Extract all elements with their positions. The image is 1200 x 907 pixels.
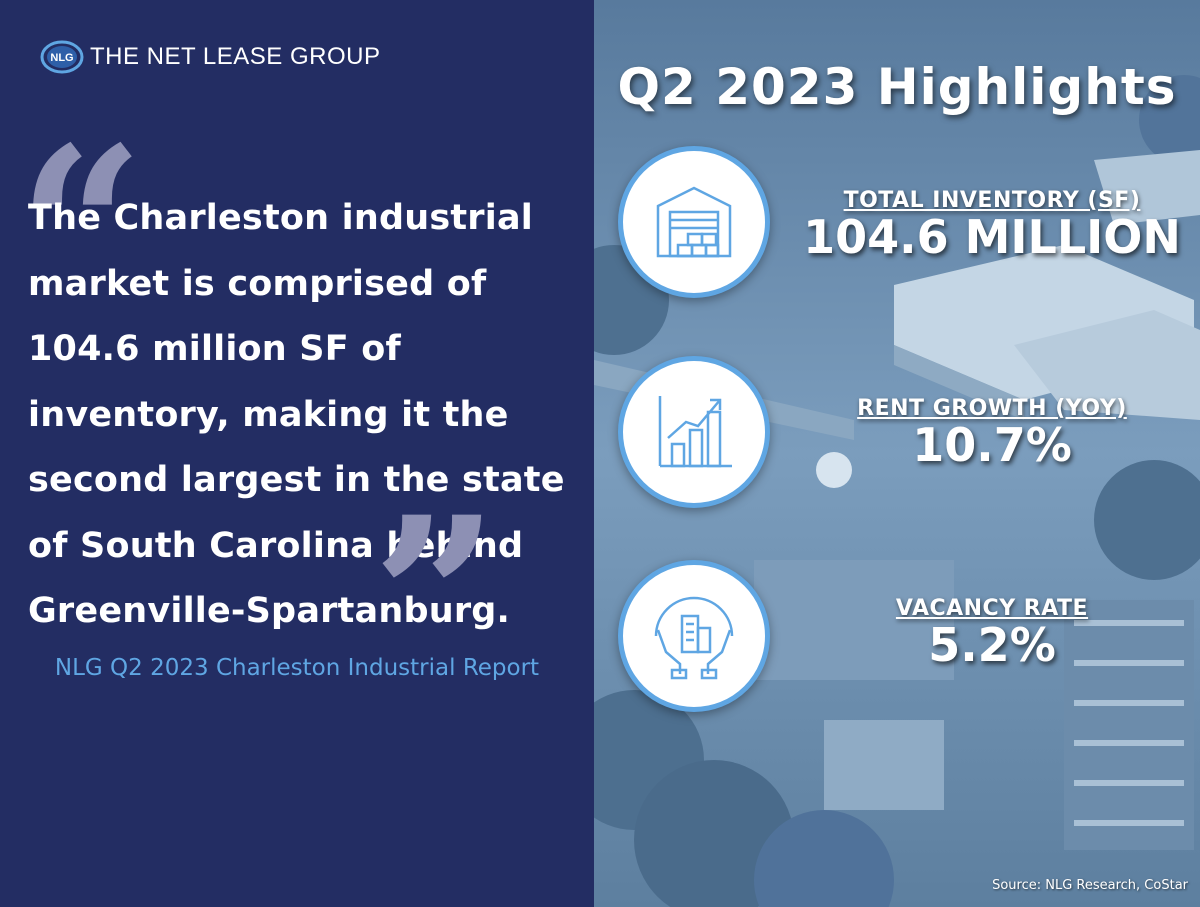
hands-building-icon [654,596,734,680]
quote-panel: NLG THE NET LEASE GROUP “ The Charleston… [0,0,594,907]
stat-value: 104.6 MILLION [803,210,1181,264]
brand-name: THE NET LEASE GROUP [90,43,381,70]
stat-label: VACANCY RATE [895,596,1089,621]
quote-source: NLG Q2 2023 Charleston Industrial Report [54,655,540,681]
rent-growth-icon-circle [618,356,770,508]
highlights-panel: Q2 2023 Highlights TOTAL INVENTORY (SF) … [594,0,1200,907]
stat-value: 10.7% [912,418,1072,472]
stat-label: TOTAL INVENTORY (SF) [843,188,1141,213]
aerial-photo-background [594,0,1200,907]
warehouse-icon [656,186,732,258]
logo-mark-text: NLG [50,52,73,64]
open-quote-mark: “ [18,98,145,357]
stat-rent-growth: RENT GROWTH (YOY) 10.7% [794,396,1190,469]
stat-vacancy-rate: VACANCY RATE 5.2% [794,596,1190,669]
growth-chart-icon [658,396,732,468]
vacancy-icon-circle [618,560,770,712]
nlg-logo-icon: NLG [40,40,84,74]
highlights-title: Q2 2023 Highlights [617,58,1177,116]
brand-logo: NLG THE NET LEASE GROUP [40,40,380,74]
source-note: Source: NLG Research, CoStar [992,878,1188,893]
stat-total-inventory: TOTAL INVENTORY (SF) 104.6 MILLION [794,188,1190,261]
inventory-icon-circle [618,146,770,298]
close-quote-mark: ” [372,468,499,727]
stat-value: 5.2% [928,618,1056,672]
quote-text: The Charleston industrial market is comp… [28,198,565,631]
stat-label: RENT GROWTH (YOY) [857,396,1127,421]
